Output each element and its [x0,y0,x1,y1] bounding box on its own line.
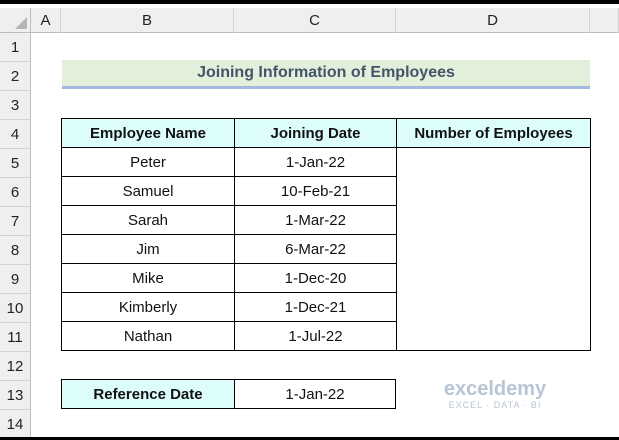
joining-date-cell[interactable]: 1-Jul-22 [234,321,397,351]
employee-name-cell[interactable]: Nathan [61,321,235,351]
joining-date-cell[interactable]: 1-Dec-21 [234,292,397,322]
employee-name-cell[interactable]: Jim [61,234,235,264]
row-header-12[interactable]: 12 [0,352,31,381]
joining-date-cell[interactable]: 6-Mar-22 [234,234,397,264]
row-header-7[interactable]: 7 [0,207,31,236]
employee-name-cell[interactable]: Samuel [61,176,235,206]
row-header-5[interactable]: 5 [0,149,31,178]
watermark-tagline: EXCEL · DATA · BI [448,400,542,410]
window-border [0,437,619,440]
row-header-4[interactable]: 4 [0,120,31,149]
number-of-employees-cell[interactable] [396,147,591,351]
reference-date-value[interactable]: 1-Jan-22 [234,379,396,409]
employee-name-cell[interactable]: Kimberly [61,292,235,322]
row-header-6[interactable]: 6 [0,178,31,207]
reference-date-label[interactable]: Reference Date [61,379,235,409]
row-header-2[interactable]: 2 [0,62,31,91]
row-header-11[interactable]: 11 [0,323,31,352]
row-header-14[interactable]: 14 [0,410,31,439]
employee-name-cell[interactable]: Peter [61,147,235,177]
row-header-1[interactable]: 1 [0,33,31,62]
table-header[interactable]: Number of Employees [396,118,591,148]
column-header-E[interactable] [590,8,619,33]
column-header-A[interactable]: A [31,8,61,33]
watermark-brand: exceldemy [443,378,547,400]
joining-date-cell[interactable]: 1-Mar-22 [234,205,397,235]
column-header-C[interactable]: C [234,8,396,33]
row-header-13[interactable]: 13 [0,381,31,410]
window-border [0,0,619,4]
employee-name-cell[interactable]: Mike [61,263,235,293]
sheet-title[interactable]: Joining Information of Employees [62,60,590,89]
joining-date-cell[interactable]: 1-Dec-20 [234,263,397,293]
watermark-logo: exceldemy EXCEL · DATA · BI [420,378,570,411]
table-header[interactable]: Joining Date [234,118,397,148]
joining-date-cell[interactable]: 10-Feb-21 [234,176,397,206]
select-all-button[interactable] [0,8,31,33]
joining-date-cell[interactable]: 1-Jan-22 [234,147,397,177]
row-header-10[interactable]: 10 [0,294,31,323]
employee-name-cell[interactable]: Sarah [61,205,235,235]
table-header[interactable]: Employee Name [61,118,235,148]
column-header-D[interactable]: D [396,8,590,33]
column-header-B[interactable]: B [61,8,234,33]
row-header-9[interactable]: 9 [0,265,31,294]
row-header-3[interactable]: 3 [0,91,31,120]
row-header-8[interactable]: 8 [0,236,31,265]
